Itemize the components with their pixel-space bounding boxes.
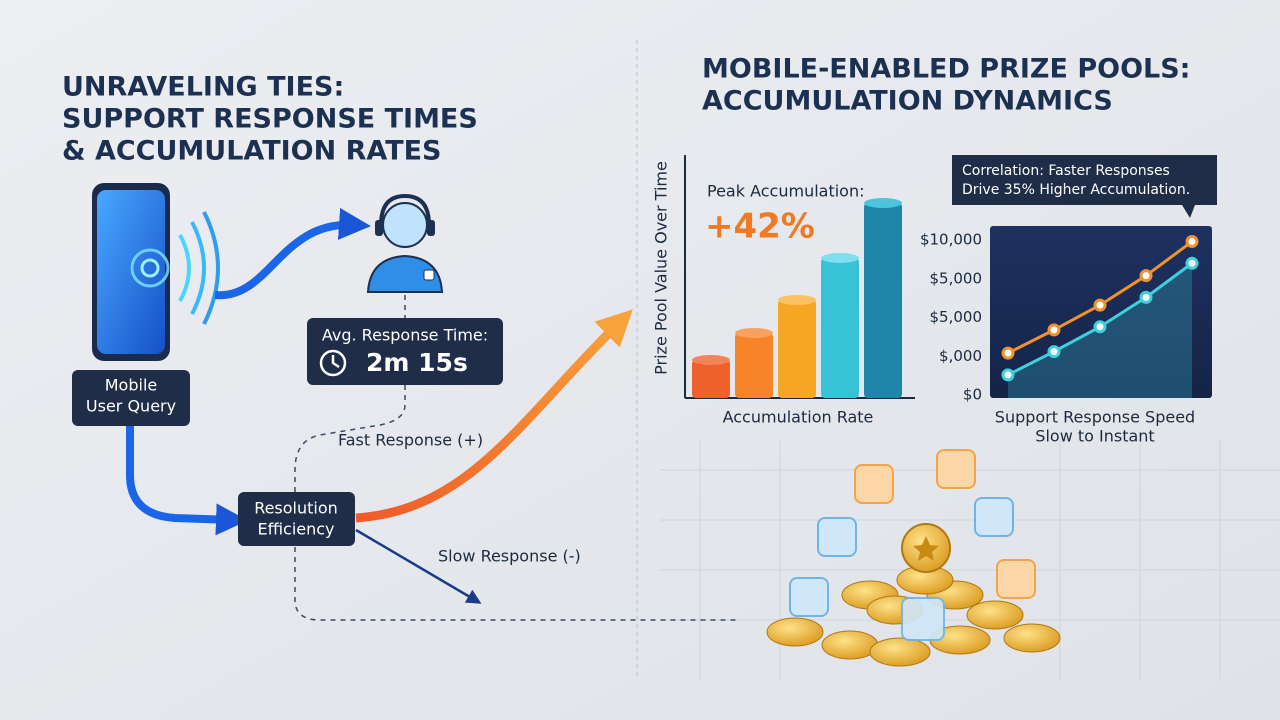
point [1185, 256, 1199, 270]
box-text: User Query [86, 397, 176, 416]
point [1047, 345, 1061, 359]
clock-icon [331, 355, 340, 369]
annotation-label: Peak Accumulation: [707, 182, 865, 201]
slow-arrow [355, 528, 482, 604]
point [1001, 346, 1015, 360]
axis-label: Support Response Speed [995, 408, 1195, 427]
prize-icons [789, 449, 1036, 641]
callout-text: Correlation: Faster Responses [962, 163, 1170, 179]
title-line: MOBILE-ENABLED PRIZE POOLS: [702, 54, 1190, 85]
flow-arrow [214, 207, 371, 300]
bars [692, 198, 902, 398]
y-tick-label: $5,000 [930, 308, 983, 326]
box-text: Efficiency [257, 520, 334, 539]
point [1139, 290, 1153, 304]
response-time-value: 2m 15s [366, 348, 468, 377]
callout-text: Drive 35% Higher Accumulation. [962, 182, 1190, 198]
point [1185, 235, 1199, 249]
box-text: Mobile [105, 376, 157, 395]
axis-label: Accumulation Rate [723, 408, 874, 427]
fast-label: Fast Response (+) [338, 431, 483, 450]
y-tick-label: $,000 [939, 347, 982, 365]
flow-arrow [126, 426, 248, 536]
point [1001, 368, 1015, 382]
point [1093, 298, 1107, 312]
title-line: UNRAVELING TIES: [62, 72, 344, 103]
y-tick-label: $10,000 [920, 231, 982, 249]
axis-label: Slow to Instant [1035, 427, 1154, 446]
y-tick-label: $5,000 [930, 269, 983, 287]
response-time-box [307, 318, 503, 385]
query-box [72, 370, 190, 426]
slow-label: Slow Response (-) [438, 547, 581, 566]
dashed-connector [294, 295, 740, 621]
callout [952, 155, 1217, 218]
point [1093, 320, 1107, 334]
title-line: ACCUMULATION DYNAMICS [702, 86, 1113, 117]
axis-label: Prize Pool Value Over Time [652, 161, 671, 375]
bar-chart [684, 155, 915, 399]
title-line: SUPPORT RESPONSE TIMES [62, 104, 478, 135]
point [1047, 323, 1061, 337]
box-text: Resolution [254, 499, 338, 518]
clock-icon [319, 349, 347, 377]
agent-icon [366, 193, 444, 293]
point [1139, 269, 1153, 283]
annotation-value: +42% [705, 207, 815, 247]
resolution-box [238, 492, 355, 546]
title-line: & ACCUMULATION RATES [62, 136, 442, 167]
phone-icon [92, 183, 220, 361]
y-tick-label: $0 [963, 386, 982, 404]
fast-arrow [355, 309, 633, 523]
box-text: Avg. Response Time: [322, 326, 488, 345]
